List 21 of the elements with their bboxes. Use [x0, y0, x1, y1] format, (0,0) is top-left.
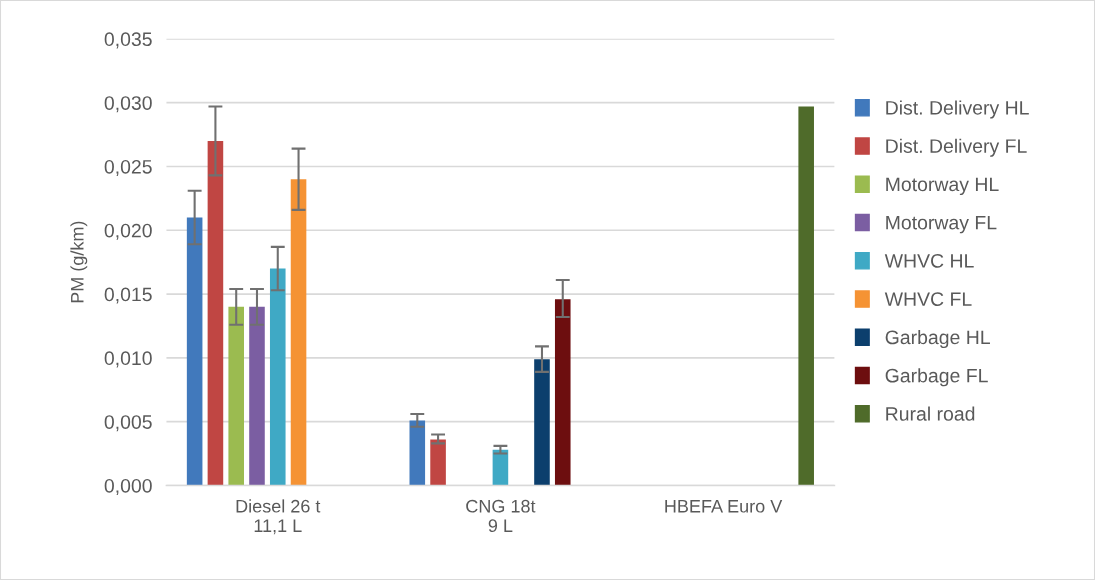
- legend-label: WHVC FL: [884, 292, 972, 306]
- y-tick-label: 0,030: [104, 96, 152, 113]
- legend-label: Dist. Delivery FL: [886, 138, 1027, 157]
- x-tick-label: CNG 18t 9 L: [466, 499, 536, 533]
- legend-label: Dist. Delivery HL: [886, 100, 1029, 119]
- y-tick-label: 0,035: [104, 32, 152, 49]
- legend-label: Garbage FL: [885, 368, 988, 387]
- y-tick-label: 0,015: [104, 287, 152, 304]
- y-axis-title: PM (g/km): [70, 221, 88, 303]
- y-tick-label: 0,000: [104, 478, 152, 495]
- y-tick-label: 0,010: [104, 351, 152, 368]
- x-tick-label: HBEFA Euro V: [665, 500, 783, 513]
- legend-label: Motorway FL: [886, 215, 997, 234]
- legend-label: Motorway HL: [886, 177, 999, 196]
- y-tick-label: 0,005: [104, 415, 152, 432]
- x-tick-label: Diesel 26 t 11,1 L: [236, 499, 321, 535]
- legend-label: Rural road: [886, 406, 975, 421]
- y-tick-label: 0,025: [104, 159, 152, 176]
- y-tick-label: 0,020: [104, 223, 152, 240]
- legend-label: Garbage HL: [885, 329, 990, 349]
- legend-label: WHVC HL: [884, 253, 974, 268]
